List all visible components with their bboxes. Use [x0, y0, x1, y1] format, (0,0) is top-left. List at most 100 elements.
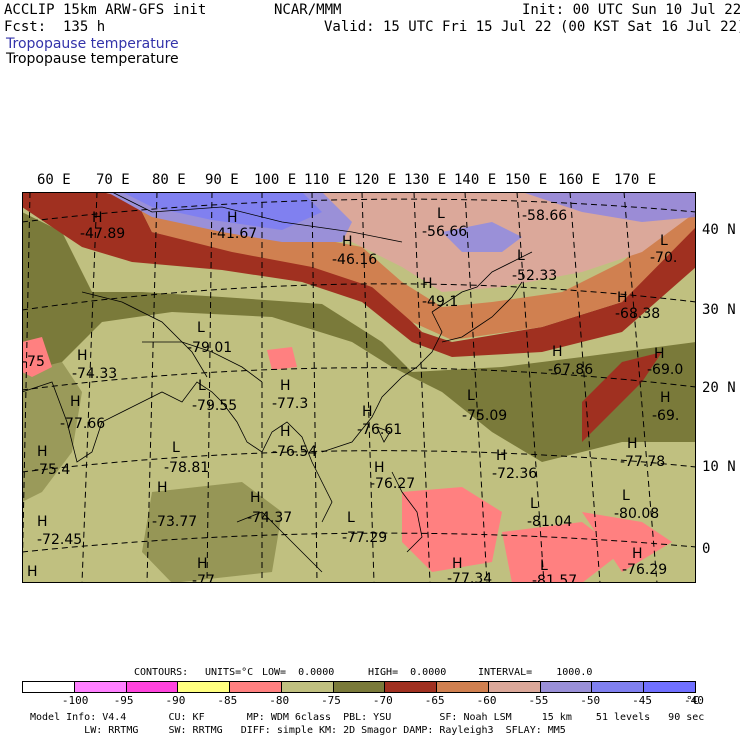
map-label: -77.78 — [620, 454, 665, 470]
map-label: H — [422, 276, 433, 292]
tan-region — [22, 192, 402, 583]
contours-label: CONTOURS: — [134, 667, 189, 678]
map-label: -46.16 — [332, 252, 377, 268]
low-label: LOW= 0.0000 — [262, 667, 335, 678]
colorbar-swatch — [333, 682, 386, 692]
colorbar-swatch — [488, 682, 541, 692]
map-label: -73.77 — [152, 514, 197, 530]
coastlines — [22, 192, 533, 573]
map-label: H — [362, 404, 373, 420]
map-label: H — [654, 346, 665, 362]
map-label: L — [172, 440, 180, 456]
colorbar-tick-label: -45 — [632, 694, 653, 707]
map-label: -74.33 — [72, 366, 117, 382]
colorbar-swatch — [74, 682, 127, 692]
colorbar-swatch — [178, 682, 231, 692]
colorbar-tick-label: -85 — [217, 694, 238, 707]
lon-label: 150 E — [505, 172, 548, 188]
model-info-line-1: Model Info: V4.4 CU: KF MP: WDM 6class P… — [30, 712, 705, 723]
interval-label: INTERVAL= 1000.0 — [478, 667, 593, 678]
map-label: H — [227, 210, 238, 226]
olive-region-south — [142, 482, 282, 583]
colorbar-swatch — [385, 682, 438, 692]
map-label: -79.55 — [192, 398, 237, 414]
lon-label: 170 E — [614, 172, 657, 188]
colorbar-tick-label: -75 — [321, 694, 341, 707]
map-label: -81.57 — [532, 573, 577, 583]
map-label: -75.4 — [34, 462, 70, 478]
map-label: -76.54 — [272, 444, 317, 460]
salmon-patch-2 — [502, 522, 622, 583]
lon-label: 140 E — [454, 172, 497, 188]
dark-red-streak — [582, 352, 662, 442]
purple-patch-east — [442, 222, 522, 252]
field-title-primary: Tropopause temperature — [6, 36, 179, 52]
map-label: -58.66 — [522, 208, 567, 224]
dark-red-band — [22, 192, 696, 357]
map-label: -75 — [22, 354, 45, 370]
map-label: -77.3 — [272, 396, 308, 412]
colorbar-tick-label: °C — [686, 694, 700, 707]
map-label: L — [622, 488, 630, 504]
map-label: -56.66 — [422, 224, 467, 240]
field-title-secondary: Tropopause temperature — [6, 51, 179, 67]
colorbar-swatch — [126, 682, 179, 692]
map-label: -41.67 — [212, 226, 257, 242]
high-label: HIGH= 0.0000 — [368, 667, 447, 678]
colorbar — [22, 681, 696, 693]
graticule — [22, 192, 696, 583]
lon-label: 100 E — [254, 172, 297, 188]
map-label: -78.81 — [164, 460, 209, 476]
lon-label: 90 E — [205, 172, 239, 188]
map-label: -68.38 — [615, 306, 660, 322]
map-label: H — [632, 546, 643, 562]
colorbar-tick-label: -40 — [684, 694, 704, 707]
colorbar-swatch — [644, 682, 695, 692]
lon-label: 160 E — [558, 172, 601, 188]
colorbar-tick-label: -50 — [580, 694, 601, 707]
lon-label: 70 E — [96, 172, 130, 188]
colorbar-tick-label: -90 — [165, 694, 186, 707]
map-label: -77.34 — [447, 571, 492, 583]
map-label: H — [374, 460, 385, 476]
map-label: H — [27, 564, 38, 580]
colorbar-tick-label: -70 — [372, 694, 393, 707]
colorbar-tick-label: -65 — [424, 694, 445, 707]
map-label: -77. — [192, 573, 219, 583]
map-label: H — [157, 480, 168, 496]
map-label: H — [660, 390, 671, 406]
lon-label: 110 E — [304, 172, 347, 188]
map-label: L — [540, 558, 548, 574]
map-label: H — [280, 378, 291, 394]
colorbar-tick-label: -60 — [476, 694, 497, 707]
map-label: L — [517, 248, 525, 264]
valid-time: Valid: 15 UTC Fri 15 Jul 22 (00 KST Sat … — [324, 19, 740, 35]
map-label: H — [342, 234, 353, 250]
map-label: H — [70, 394, 81, 410]
lat-label: 40 N — [702, 222, 736, 238]
map-label: L — [660, 233, 668, 249]
map-label: H — [452, 556, 463, 572]
map-label: -72.45 — [37, 532, 82, 548]
units-label: UNITS=°C — [205, 667, 254, 678]
map-label: -47.89 — [80, 226, 125, 242]
extrema-labels: H -47.89 H -41.67 L -56.66 -58.66 H -46.… — [22, 206, 683, 583]
map-frame — [22, 192, 696, 583]
init-time: Init: 00 UTC Sun 10 Jul 22 — [522, 2, 740, 18]
map-label: H — [250, 490, 261, 506]
lat-label: 30 N — [702, 302, 736, 318]
blue-patch-east — [522, 192, 696, 222]
lon-label: 130 E — [404, 172, 447, 188]
map-label: H — [496, 448, 507, 464]
colorbar-swatch — [437, 682, 489, 692]
map-label: H — [280, 424, 291, 440]
colorbar-tick-label: -80 — [269, 694, 290, 707]
lat-label: 10 N — [702, 459, 736, 475]
map-label: L — [197, 320, 205, 336]
map-label: H — [617, 290, 628, 306]
map-label: H — [627, 436, 638, 452]
map-label: -76.29 — [622, 562, 667, 578]
colorbar-swatch — [230, 682, 282, 692]
colorbar-tick-label: -100 — [61, 694, 89, 707]
run-title: ACCLIP 15km ARW-GFS init — [4, 2, 207, 18]
